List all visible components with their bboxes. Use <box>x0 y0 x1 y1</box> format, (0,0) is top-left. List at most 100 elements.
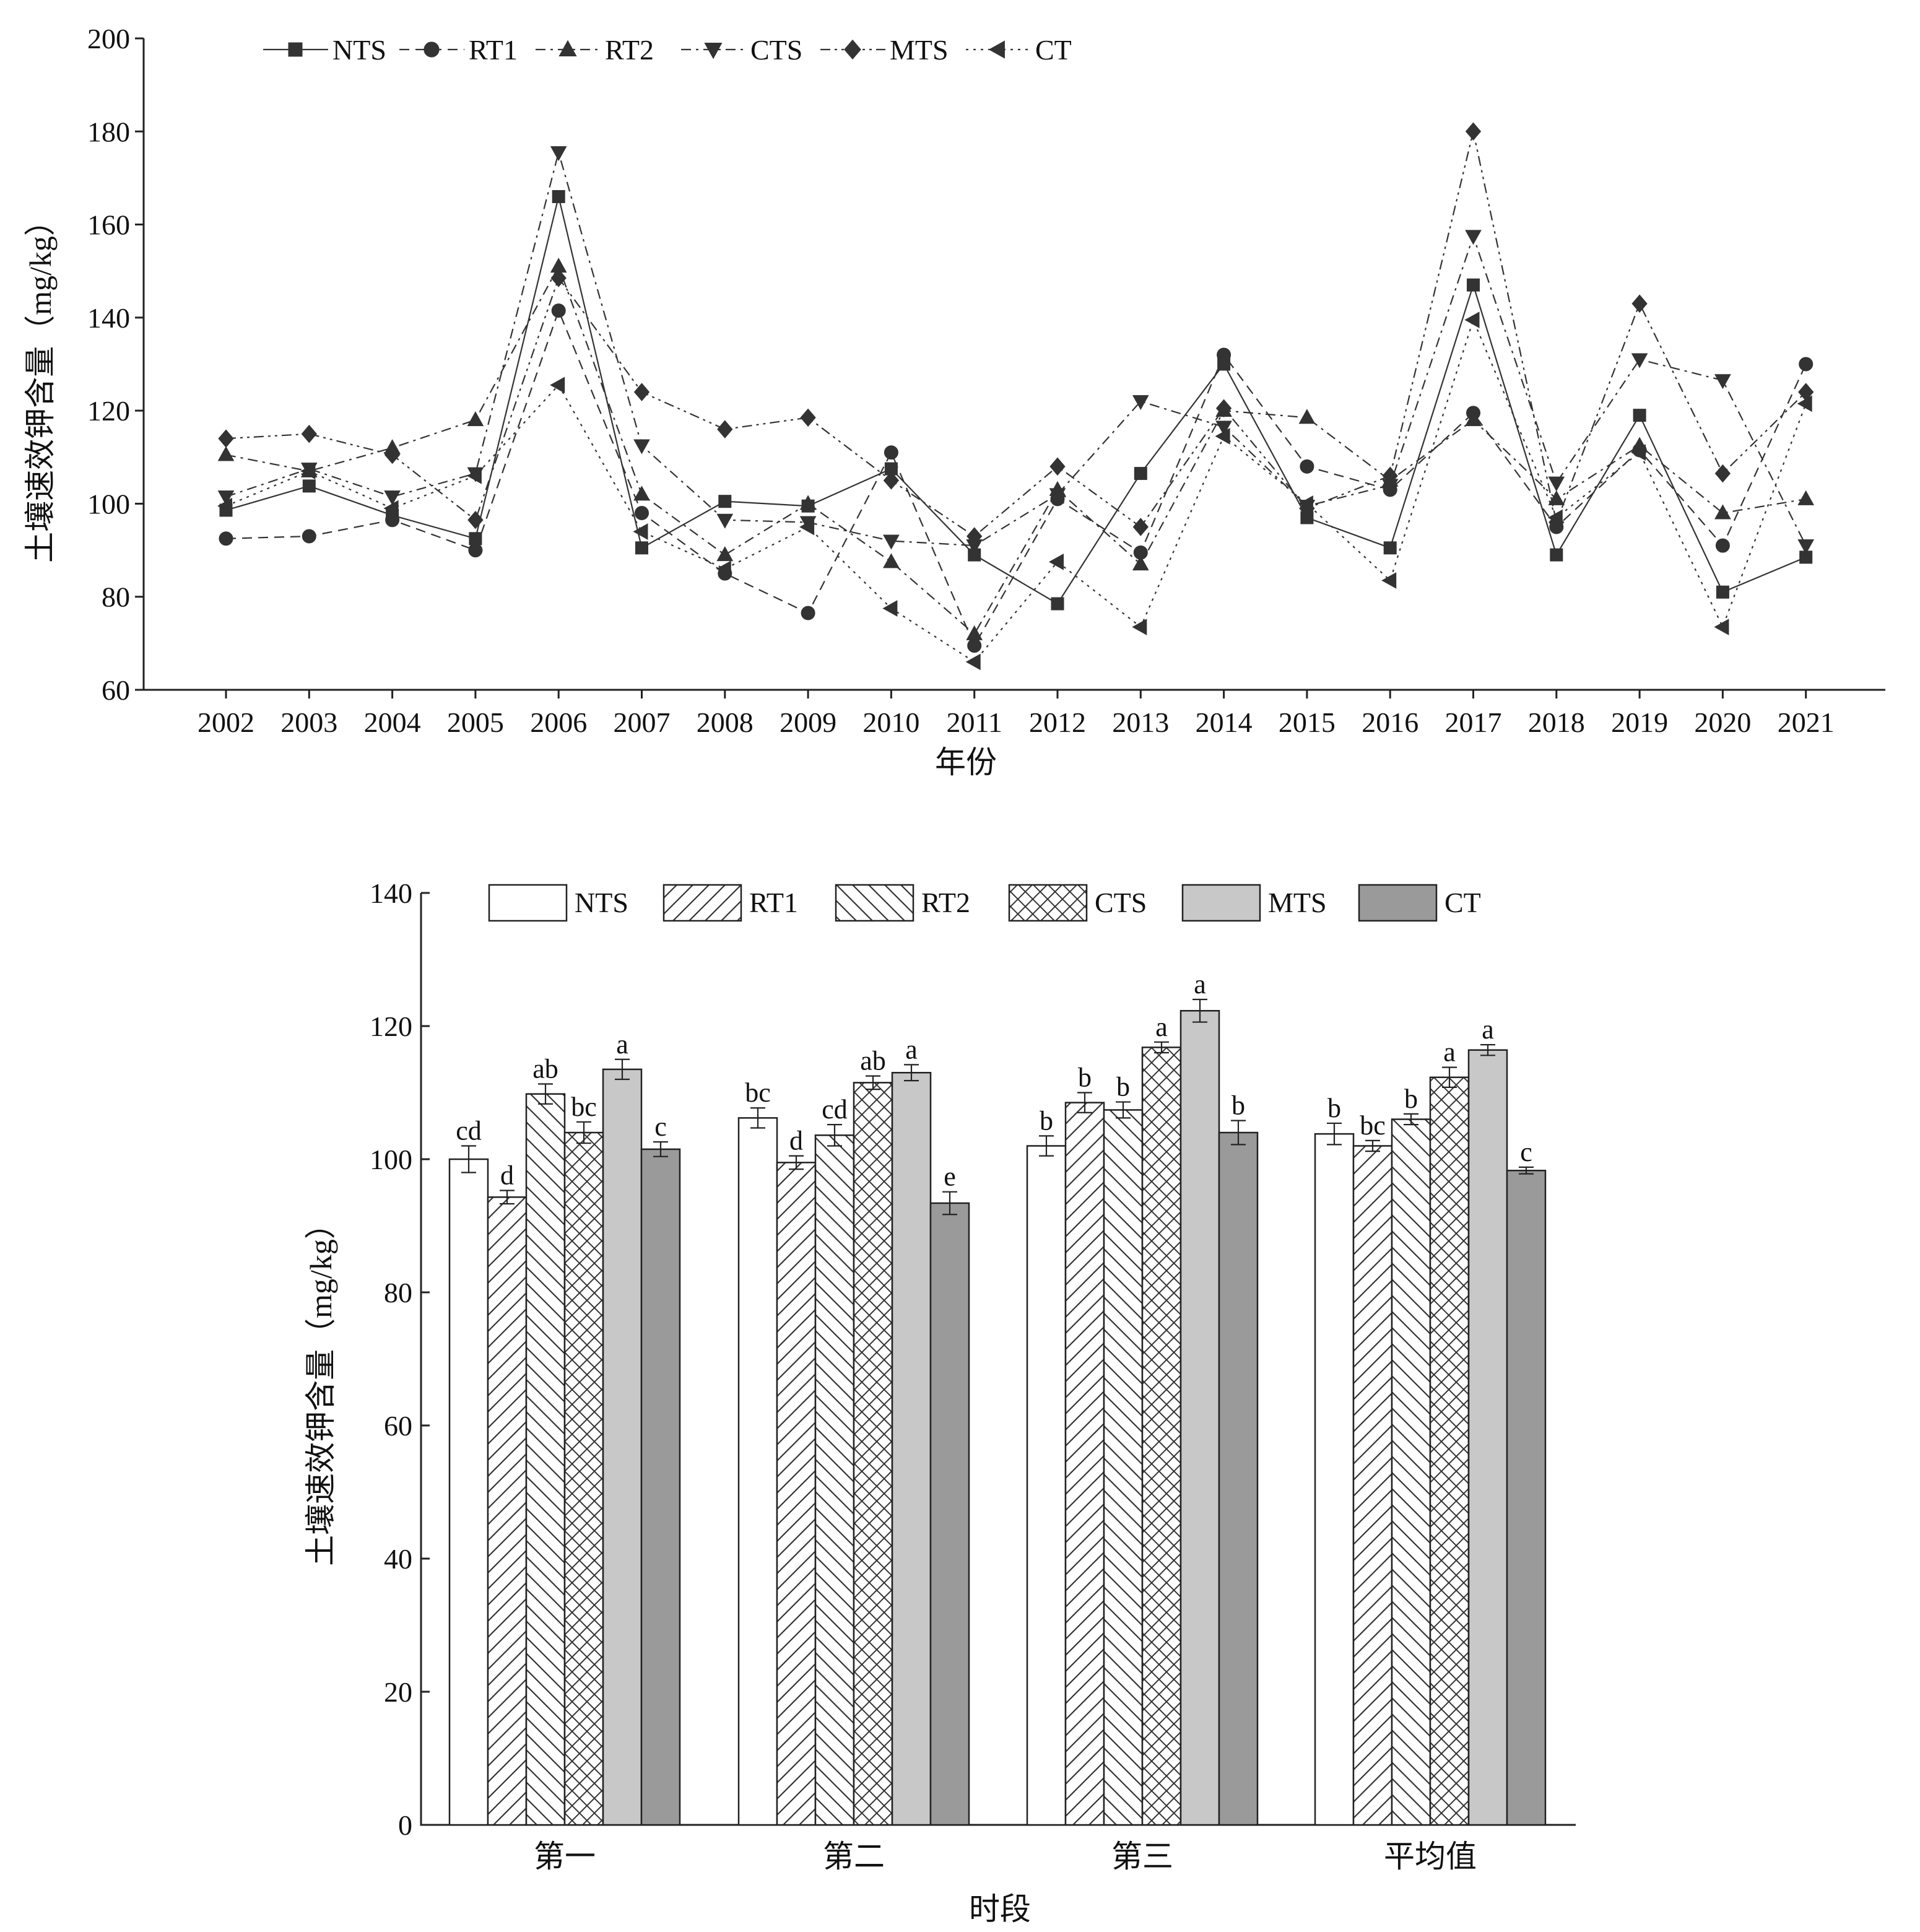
legend-marker-CTS <box>704 43 723 59</box>
legend-swatch-CTS <box>1008 884 1088 922</box>
data-point-MTS <box>717 420 733 438</box>
data-point-CT <box>300 463 316 480</box>
data-point-RT1 <box>219 531 233 546</box>
bar-RT2 <box>814 1134 855 1826</box>
legend-marker-RT2 <box>558 40 577 56</box>
legend-swatch-RT2 <box>835 884 914 922</box>
y-tick-label: 120 <box>87 395 130 427</box>
significance-label: b <box>1404 1084 1418 1114</box>
legend-item-CTS: CTS <box>681 34 802 66</box>
significance-label: a <box>1443 1037 1456 1068</box>
data-point-CTS <box>1797 539 1815 555</box>
significance-label: d <box>500 1160 514 1191</box>
error-bar <box>1404 1113 1418 1126</box>
bar-CTS <box>1141 1046 1182 1826</box>
legend-label: CTS <box>750 34 802 66</box>
significance-label: c <box>1520 1137 1532 1167</box>
data-point-CT <box>217 497 232 515</box>
legend-item-CT: CT <box>1358 884 1481 922</box>
x-tick-label: 2017 <box>1445 707 1502 738</box>
significance-label: a <box>1482 1014 1494 1045</box>
data-point-MTS <box>1132 518 1149 536</box>
x-tick-label: 2009 <box>780 707 836 738</box>
legend-label: RT1 <box>749 887 798 918</box>
data-point-CTS <box>1215 420 1232 436</box>
data-point-CT <box>716 560 731 577</box>
legend-item-CTS: CTS <box>1008 884 1147 922</box>
data-point-RT1 <box>302 529 316 544</box>
data-point-RT2 <box>633 485 650 501</box>
data-point-NTS <box>1383 541 1397 555</box>
legend-label: NTS <box>575 887 628 918</box>
error-bar <box>1077 1092 1092 1113</box>
data-point-CT <box>965 653 981 671</box>
x-tick-label: 第三 <box>1111 1839 1173 1874</box>
data-point-CTS <box>1049 488 1066 503</box>
y-tick-label: 120 <box>370 1011 412 1042</box>
error-bar <box>1039 1135 1054 1157</box>
bar-CT <box>1506 1170 1547 1826</box>
legend-item-RT1: RT1 <box>399 34 518 66</box>
significance-label: a <box>1155 1012 1168 1042</box>
significance-label: a <box>1194 969 1206 999</box>
significance-label: d <box>789 1126 803 1156</box>
legend-item-MTS: MTS <box>820 34 949 66</box>
data-point-MTS <box>633 383 650 401</box>
bar-RT2 <box>1103 1109 1144 1826</box>
data-point-NTS <box>1051 597 1064 611</box>
bar-MTS <box>1179 1010 1220 1826</box>
y-tick-label: 80 <box>102 581 130 613</box>
significance-label: b <box>1116 1072 1130 1102</box>
legend-item-RT1: RT1 <box>662 884 798 922</box>
data-point-MTS <box>800 408 816 427</box>
error-bar <box>1154 1041 1169 1054</box>
data-point-CTS <box>1631 353 1648 368</box>
y-tick-label: 100 <box>370 1144 412 1175</box>
significance-label: a <box>616 1029 628 1060</box>
y-tick-label: 60 <box>384 1410 412 1442</box>
legend-item-CT: CT <box>966 34 1072 66</box>
data-point-MTS <box>467 510 484 529</box>
data-point-CTS <box>1132 395 1149 411</box>
line-chart-axes: 60 80 100 120 140 160 180 200 2002 2003 2004 2005 20… <box>87 23 1885 738</box>
legend-item-RT2: RT2 <box>536 34 654 66</box>
line-chart-series <box>217 122 1815 671</box>
bar-NTS <box>737 1117 778 1826</box>
line-chart-x-axis-title: 年份 <box>935 745 997 780</box>
data-point-MTS <box>1382 466 1398 485</box>
data-point-RT1 <box>468 543 483 558</box>
error-bar <box>1519 1166 1534 1175</box>
data-point-RT1 <box>884 445 898 460</box>
bar-MTS <box>602 1068 643 1826</box>
bar-chart-axes: 0 20 40 60 80 100 120 140 第一 第二 第三 平均值 <box>370 877 1576 1874</box>
bar-RT2 <box>1391 1118 1431 1826</box>
legend-label: CTS <box>1095 887 1147 918</box>
bar-RT1 <box>1064 1102 1105 1826</box>
data-point-MTS <box>301 424 317 443</box>
x-tick-label: 第一 <box>534 1839 596 1874</box>
data-point-RT2 <box>467 411 484 427</box>
legend-marker-NTS <box>288 42 303 57</box>
error-bar <box>904 1064 919 1082</box>
data-point-RT1 <box>1799 357 1814 372</box>
data-point-CT <box>633 523 648 540</box>
x-tick-label: 2002 <box>198 707 254 738</box>
bar-CTS <box>1429 1076 1470 1826</box>
error-bar <box>1480 1044 1495 1056</box>
data-point-RT2 <box>1714 504 1731 520</box>
y-tick-label: 160 <box>87 209 130 241</box>
data-point-CT <box>1132 619 1147 635</box>
y-tick-label: 140 <box>370 877 412 909</box>
series-MTS <box>218 122 1814 546</box>
data-point-RT2 <box>883 553 900 568</box>
x-tick-label: 2014 <box>1196 707 1253 738</box>
x-tick-label: 2018 <box>1528 707 1585 738</box>
significance-label: bc <box>745 1077 771 1108</box>
data-point-MTS <box>883 471 900 490</box>
y-tick-label: 200 <box>87 23 130 54</box>
data-point-CTS <box>1548 476 1565 492</box>
line-chart-y-axis-title: 土壤速效钾含量（mg/kg） <box>23 205 58 563</box>
